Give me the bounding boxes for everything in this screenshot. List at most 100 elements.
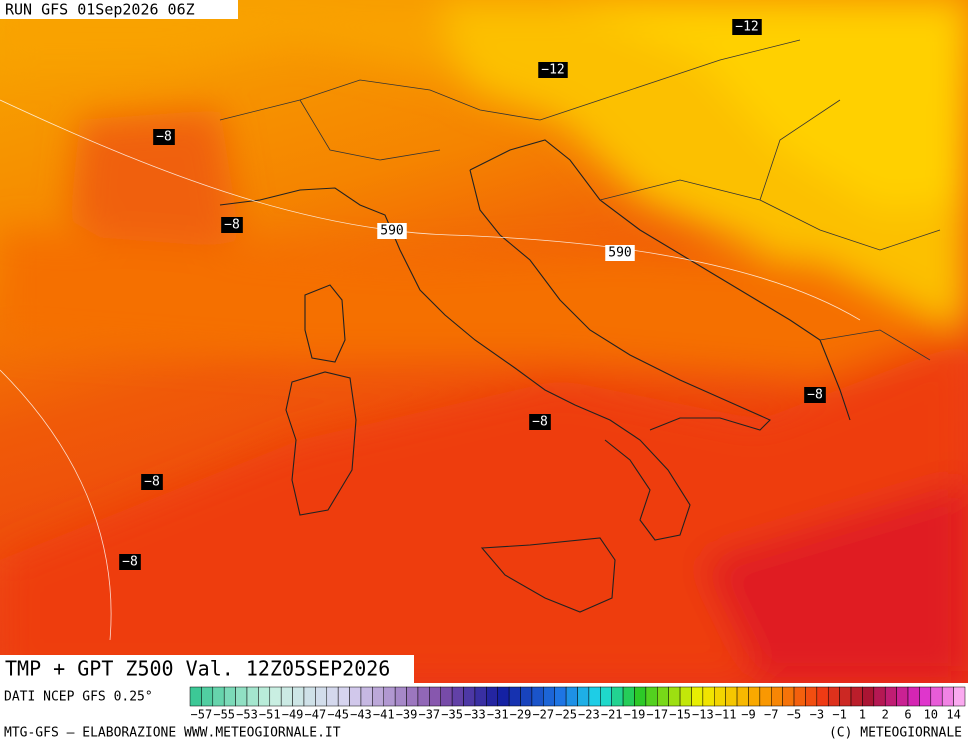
colorbar: −57 −55 −53 −51 −49 −47 −45 −43 −41 −39 −37 −35 −33−… [189, 686, 966, 722]
contour-label-box [804, 387, 826, 403]
colorbar-swatch [748, 686, 761, 707]
colorbar-swatch [474, 686, 487, 707]
contour-label: −12 [541, 63, 564, 78]
contour-label: 590 [380, 224, 403, 239]
colorbar-swatch [326, 686, 339, 707]
colorbar-label: −31 [487, 708, 509, 722]
colorbar-swatch [816, 686, 829, 707]
colorbar-swatch [292, 686, 305, 707]
colorbar-swatch [349, 686, 362, 707]
contour-label-box [605, 245, 635, 261]
map [0, 0, 968, 683]
colorbar-label: 10 [924, 708, 938, 722]
colorbar-swatch [235, 686, 248, 707]
colorbar-swatch [315, 686, 328, 707]
colorbar-swatch [725, 686, 738, 707]
colorbar-swatch [805, 686, 818, 707]
colorbar-swatch [759, 686, 772, 707]
colorbar-label: −53 [236, 708, 258, 722]
contour-label-box [153, 129, 175, 145]
colorbar-label: 1 [859, 708, 866, 722]
contour-label: −8 [807, 388, 823, 403]
colorbar-swatch [223, 686, 236, 707]
colorbar-label: −23 [578, 708, 600, 722]
map-title: TMP + GPT Z500 Val. 12Z05SEP2026 [5, 657, 390, 681]
colorbar-label: −13 [692, 708, 714, 722]
source: DATI NCEP GFS 0.25° [4, 690, 153, 705]
colorbar-label: −1 [832, 708, 846, 722]
contour-label-box [377, 223, 407, 239]
contour-label-box [141, 474, 163, 490]
colorbar-swatch [600, 686, 612, 707]
colorbar-swatch [246, 686, 259, 707]
colorbar-label: 14 [946, 708, 960, 722]
colorbar-label: −9 [741, 708, 755, 722]
colorbar-swatch [782, 686, 795, 707]
colorbar-swatch [793, 686, 806, 707]
contour-label-box [732, 19, 762, 35]
colorbar-swatch [645, 686, 658, 707]
colorbar-label: −7 [764, 708, 778, 722]
colorbar-swatch [634, 686, 647, 707]
colorbar-swatch [827, 686, 840, 707]
colorbar-label: −33 [464, 708, 486, 722]
colorbar-label: −47 [305, 708, 327, 722]
colorbar-label: −55 [213, 708, 235, 722]
colorbar-swatch [611, 686, 624, 707]
colorbar-swatch [360, 686, 373, 707]
colorbar-swatch [850, 686, 863, 707]
colorbar-label: −45 [327, 708, 349, 722]
contour-label-box [119, 554, 141, 570]
colorbar-label: −37 [418, 708, 440, 722]
credit: MTG-GFS — ELABORAZIONE WWW.METEOGIORNALE… [4, 726, 341, 741]
colorbar-label: −51 [259, 708, 281, 722]
colorbar-label: 2 [882, 708, 889, 722]
colorbar-swatch [463, 686, 476, 707]
colorbar-swatch [486, 686, 498, 707]
colorbar-label: −57 [191, 708, 213, 722]
colorbar-swatch [953, 686, 966, 707]
contour-label: 590 [608, 246, 631, 261]
colorbar-swatch [508, 686, 521, 707]
colorbar-swatch [440, 686, 453, 707]
colorbar-swatch [337, 686, 350, 707]
colorbar-swatch [714, 686, 726, 707]
contour-label-box [538, 62, 568, 78]
colorbar-swatch [258, 686, 271, 707]
colorbar-label: −35 [441, 708, 463, 722]
colorbar-label: −25 [555, 708, 577, 722]
colorbar-swatch [884, 686, 897, 707]
colorbar-swatch [269, 686, 282, 707]
contour-label: −8 [122, 555, 138, 570]
contour-label-box [529, 414, 551, 430]
colorbar-swatch [679, 686, 692, 707]
colorbar-swatch [736, 686, 749, 707]
contour-label-box [221, 217, 243, 233]
title-box [0, 655, 414, 684]
colorbar-swatch [691, 686, 704, 707]
colorbar-swatch [554, 686, 567, 707]
colorbar-swatch [543, 686, 555, 707]
contour-label: −12 [735, 20, 758, 35]
colorbar-swatch [451, 686, 464, 707]
colorbar-swatch [520, 686, 533, 707]
colorbar-label: −21 [601, 708, 623, 722]
colorbar-swatch [907, 686, 920, 707]
colorbar-swatch [702, 686, 715, 707]
colorbar-swatch [201, 686, 214, 707]
colorbar-swatch [862, 686, 875, 707]
colorbar-swatch [394, 686, 407, 707]
colorbar-swatch [622, 686, 635, 707]
colorbar-swatch [657, 686, 669, 707]
contour-label: −8 [224, 218, 240, 233]
colorbar-label: −27 [532, 708, 554, 722]
colorbar-swatch [531, 686, 544, 707]
colorbar-label: −5 [787, 708, 801, 722]
colorbar-swatch [406, 686, 419, 707]
contour-label: −8 [532, 415, 548, 430]
colorbar-swatch [417, 686, 430, 707]
colorbar-label: −19 [624, 708, 646, 722]
colorbar-swatch [896, 686, 909, 707]
colorbar-swatch [497, 686, 510, 707]
